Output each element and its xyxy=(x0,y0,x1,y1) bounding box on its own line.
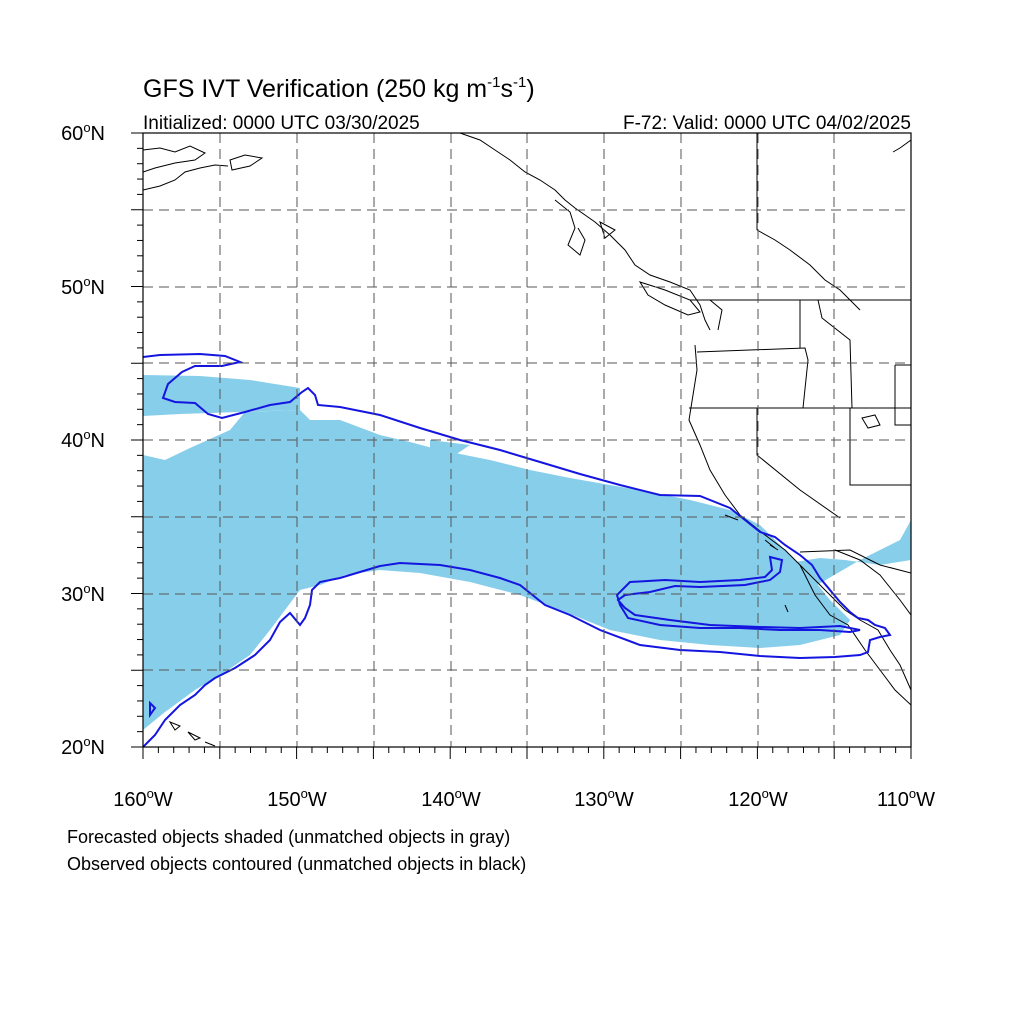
graticule xyxy=(143,133,911,747)
coastlines xyxy=(143,133,911,747)
title-main: GFS IVT Verification (250 kg m xyxy=(143,75,487,103)
lon-label-130w: 130oW xyxy=(574,786,634,811)
figure-title: GFS IVT Verification (250 kg m-1s-1) xyxy=(143,74,535,103)
lat-label-30n: 30oN xyxy=(61,581,105,606)
map-area xyxy=(143,133,911,747)
title-sup1: -1 xyxy=(487,74,500,91)
caption-observed: Observed objects contoured (unmatched ob… xyxy=(67,854,526,874)
title-sup2: -1 xyxy=(513,74,526,91)
lat-label-60n: 60oN xyxy=(61,120,105,145)
title-end: ) xyxy=(526,75,534,103)
lat-label-20n: 20oN xyxy=(61,734,105,759)
lon-label-110w: 110oW xyxy=(877,786,935,811)
lon-label-140w: 140oW xyxy=(421,786,481,811)
forecast-ivt-object xyxy=(143,375,911,730)
lat-labels: 60oN 50oN 40oN 30oN 20oN xyxy=(61,120,105,759)
lon-label-150w: 150oW xyxy=(267,786,327,811)
lon-label-160w: 160oW xyxy=(113,786,173,811)
title-mid: s xyxy=(500,75,513,103)
lat-label-50n: 50oN xyxy=(61,274,105,299)
lat-label-40n: 40oN xyxy=(61,427,105,452)
lon-labels: 160oW 150oW 140oW 130oW 120oW 110oW xyxy=(113,786,935,811)
axis-ticks xyxy=(131,132,912,759)
observed-ivt-contours xyxy=(143,352,892,747)
caption-forecast: Forecasted objects shaded (unmatched obj… xyxy=(67,827,510,847)
valid-label: F-72: Valid: 0000 UTC 04/02/2025 xyxy=(623,113,911,134)
lon-label-120w: 120oW xyxy=(728,786,788,811)
initialized-label: Initialized: 0000 UTC 03/30/2025 xyxy=(143,113,420,134)
